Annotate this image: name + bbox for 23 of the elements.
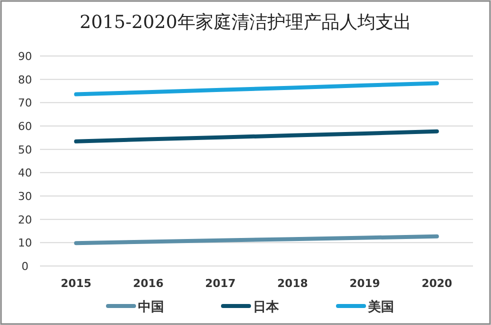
- line-series: [74, 81, 439, 96]
- x-tick-label: 2015: [60, 277, 92, 290]
- y-tick-label: 60: [18, 120, 32, 133]
- line-series: [74, 234, 439, 246]
- line-series: [74, 129, 439, 144]
- y-tick-label: 90: [18, 50, 32, 63]
- y-tick-label: 80: [18, 73, 32, 86]
- chart-title: 2015-2020年家庭清洁护理产品人均支出: [80, 12, 412, 33]
- y-tick-label: 10: [18, 236, 32, 250]
- x-tick-label: 2017: [205, 277, 236, 290]
- y-tick-label: 20: [18, 213, 32, 226]
- legend-label: 日本: [253, 300, 280, 315]
- y-tick-label: 40: [18, 166, 32, 180]
- y-tick-label: 30: [18, 190, 32, 203]
- x-tick-label: 2019: [349, 277, 380, 290]
- y-tick-label: 0: [22, 260, 28, 273]
- x-tick-label: 2020: [422, 277, 453, 290]
- x-tick-label: 2018: [277, 277, 308, 290]
- legend-label: 中国: [138, 300, 164, 315]
- y-tick-label: 70: [18, 96, 32, 110]
- legend-label: 美国: [367, 299, 394, 315]
- y-tick-label: 50: [18, 143, 32, 156]
- x-tick-label: 2016: [132, 277, 164, 290]
